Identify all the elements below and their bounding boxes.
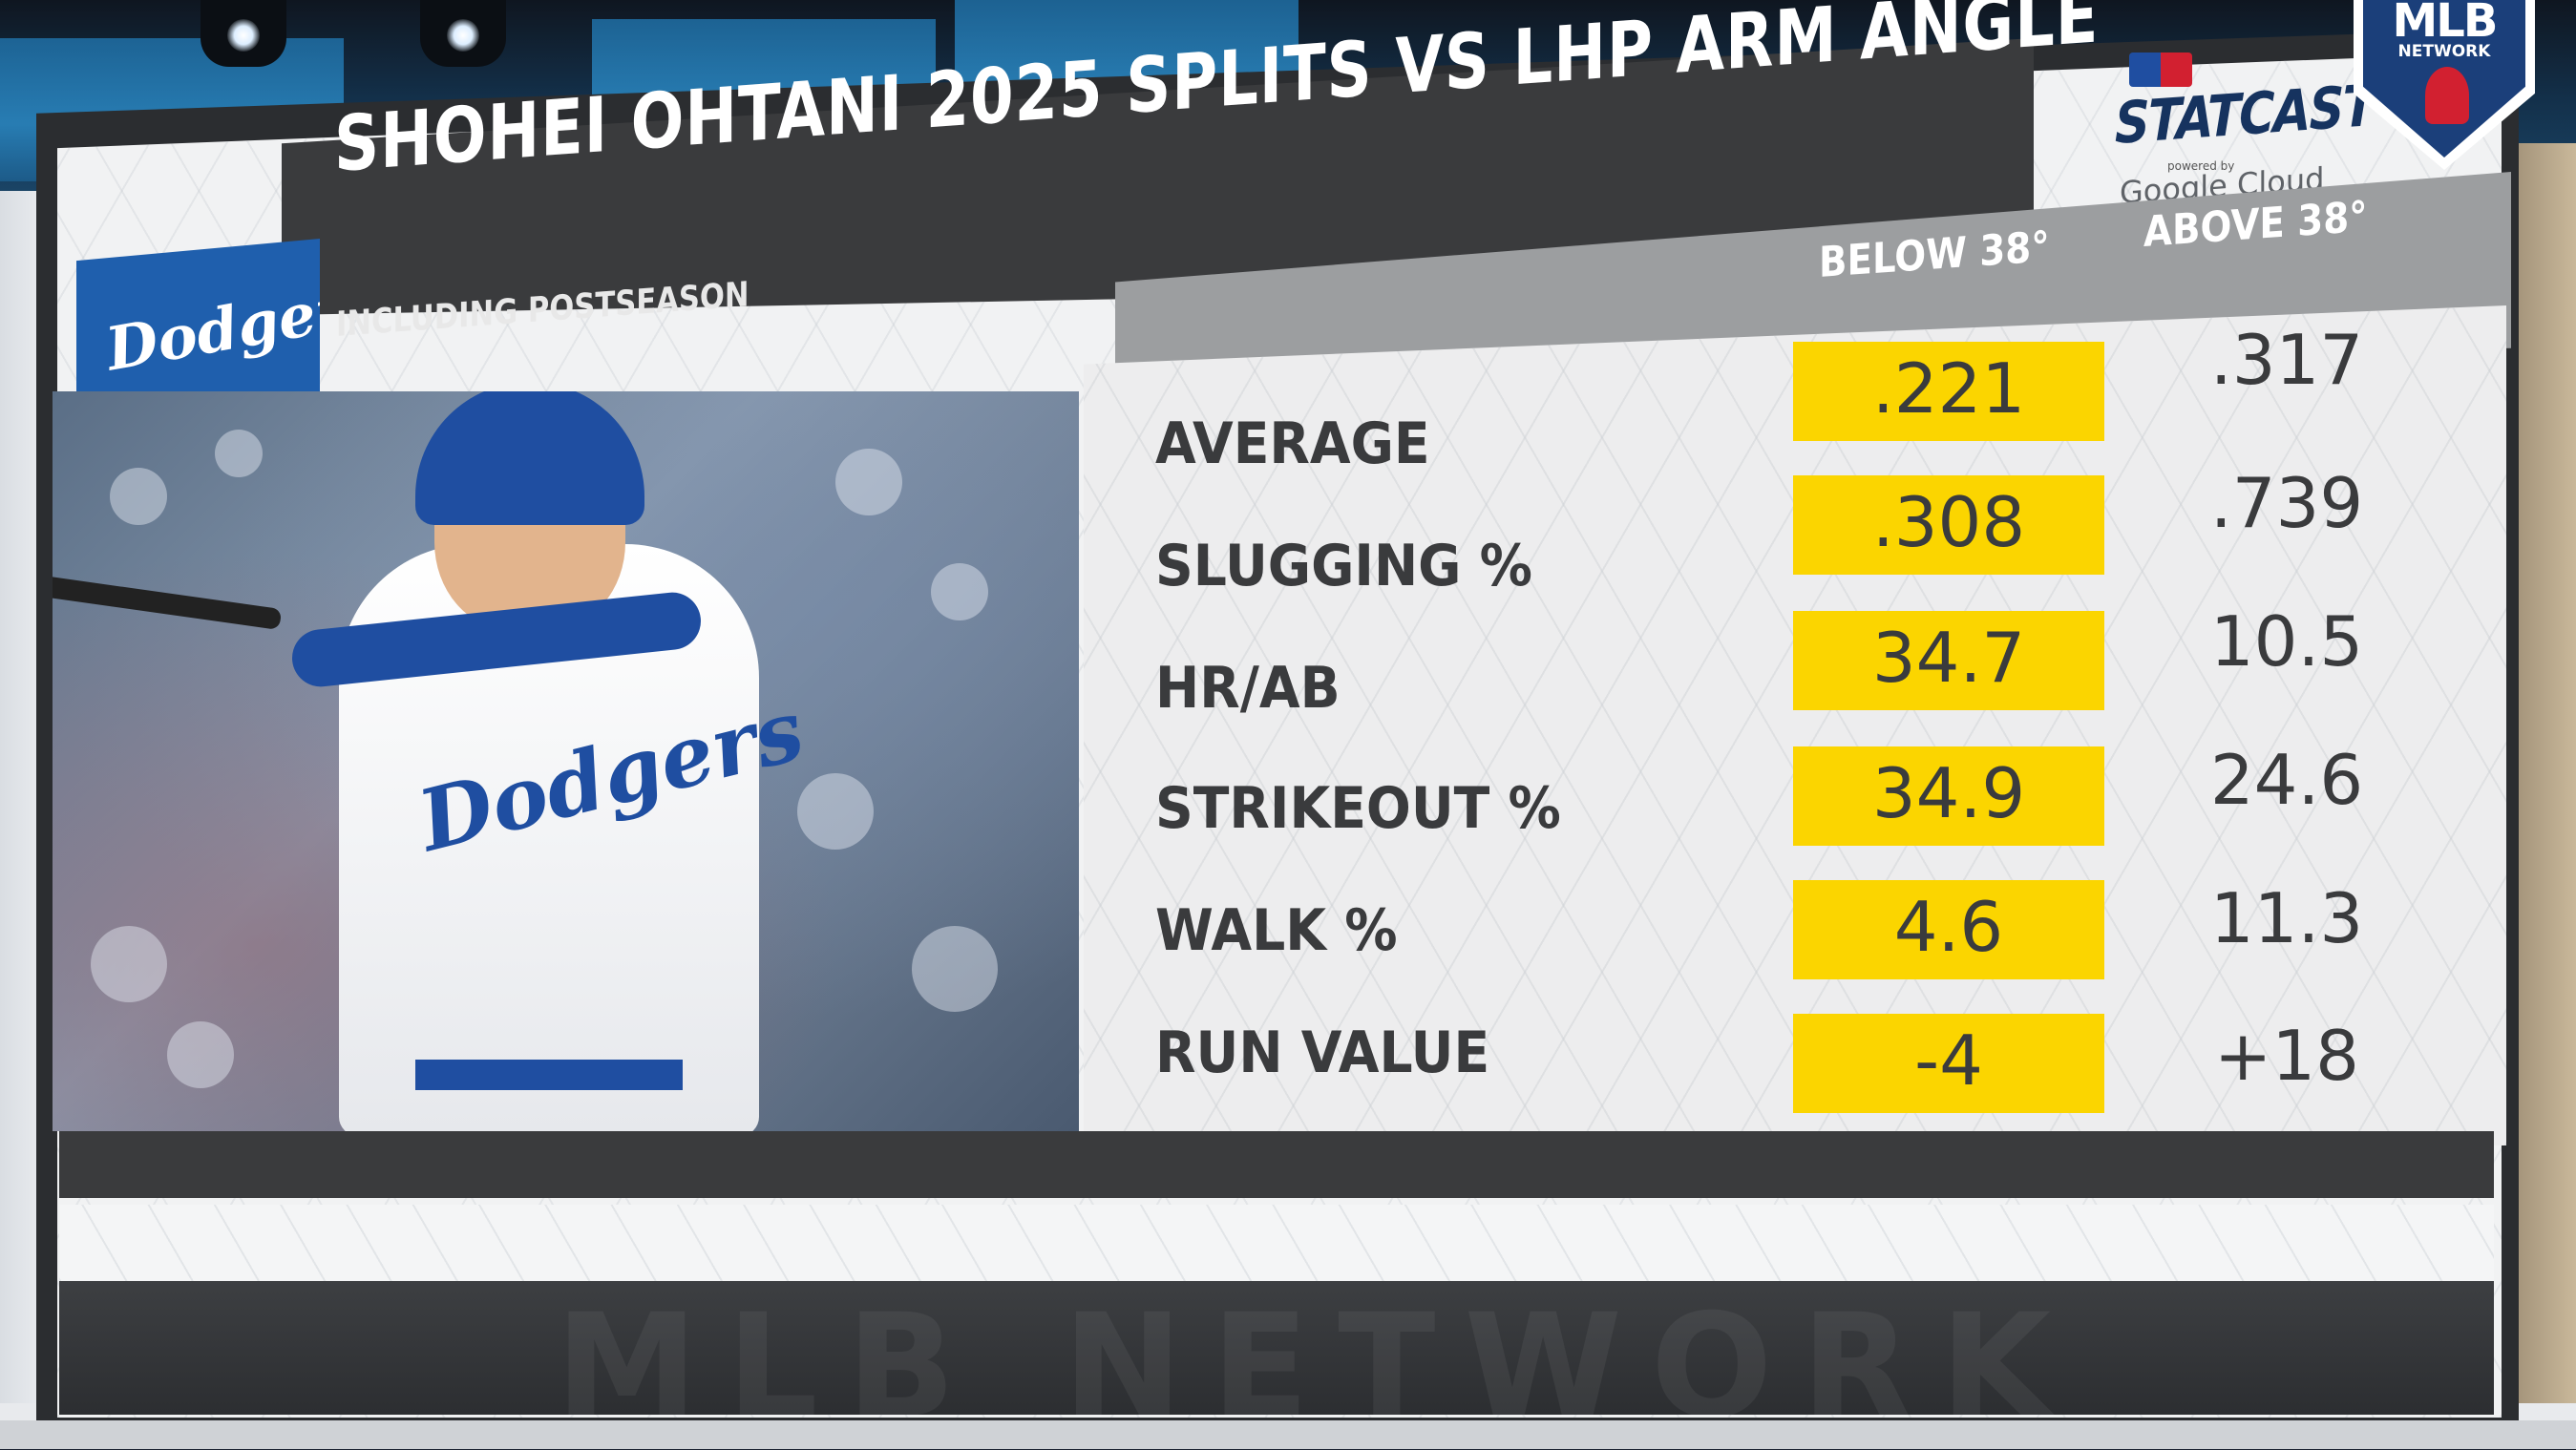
below-value-run-value: -4 (1914, 1020, 1983, 1101)
row-label-hr-ab: HR/AB (1155, 655, 1341, 722)
below-value-strikeout: 34.9 (1871, 753, 2026, 833)
lower-base (59, 1281, 2494, 1415)
batter-silhouette-icon (2425, 67, 2469, 124)
lower-bar (59, 1131, 2494, 1198)
mlb-logo-icon (2129, 53, 2192, 87)
statcast-logo: STATCAST powered by Google Cloud (2043, 33, 2377, 215)
player-photo: Dodgers (53, 391, 1079, 1131)
network-logo-name: MLB (2392, 0, 2499, 48)
player-helmet (415, 391, 644, 525)
above-value-strikeout: 24.6 (2209, 740, 2364, 820)
below-value-average: .221 (1871, 348, 2026, 429)
row-label-strikeout: STRIKEOUT % (1155, 775, 1561, 842)
above-value-run-value: +18 (2214, 1016, 2359, 1096)
lower-pattern-strip (59, 1205, 2494, 1281)
row-label-walk: WALK % (1155, 897, 1398, 964)
team-logo: Dodgers (76, 239, 320, 396)
highlight-box (1793, 611, 2104, 710)
above-value-average: .317 (2209, 320, 2364, 400)
highlight-box (1793, 342, 2104, 441)
network-logo-sub: NETWORK (2397, 42, 2491, 61)
above-value-walk: 11.3 (2209, 878, 2364, 958)
studio-light-icon (201, 0, 286, 67)
studio-desk-edge (0, 1420, 2576, 1449)
highlight-box (1793, 475, 2104, 575)
below-value-hr-ab: 34.7 (1871, 618, 2026, 698)
stats-panel (1084, 305, 2506, 1145)
row-label-average: AVERAGE (1155, 410, 1430, 477)
studio-light-icon (420, 0, 506, 67)
below-value-slugging: .308 (1871, 482, 2026, 562)
row-label-run-value: RUN VALUE (1155, 1019, 1490, 1086)
row-label-slugging: SLUGGING % (1155, 533, 1532, 599)
highlight-box (1793, 880, 2104, 979)
player-belt (415, 1060, 683, 1090)
bat-icon (53, 575, 283, 630)
above-value-slugging: .739 (2209, 463, 2364, 543)
below-value-walk: 4.6 (1893, 887, 2004, 967)
sponsor-powered-by: powered by (2167, 159, 2235, 173)
highlight-box (1793, 1014, 2104, 1113)
highlight-box (1793, 746, 2104, 846)
above-value-hr-ab: 10.5 (2209, 601, 2364, 682)
